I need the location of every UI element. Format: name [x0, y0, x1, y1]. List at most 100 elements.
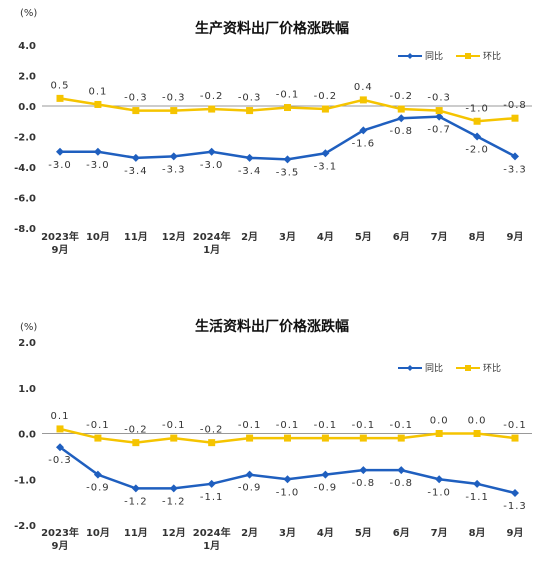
x-tick-label: 8月 [469, 231, 486, 243]
data-label: -0.1 [86, 420, 110, 431]
data-label: -3.0 [86, 160, 110, 171]
data-point-yoy [93, 470, 102, 479]
y-tick-label: 0.0 [18, 102, 36, 113]
legend-marker [407, 53, 413, 59]
consumer-goods-chart: 生活资料出厂价格涨跌幅 (%) 2.0 1.0 0.0 -1.0 -2.0 2023年 9月 10… [0, 282, 545, 564]
x-tick-label: 3月 [279, 231, 296, 243]
x-tick-label: 2月 [241, 231, 258, 243]
producer-goods-chart: 生产资料出厂价格涨跌幅 (%) 4.0 2.0 0.0 -2.0 -4.0 -6.0 -8.0 2… [14, 8, 532, 256]
data-label: 0.0 [468, 416, 487, 427]
data-point-yoy [56, 147, 64, 156]
data-label: -0.8 [389, 478, 413, 489]
data-point-mom [94, 100, 102, 108]
data-point-mom [473, 430, 481, 437]
data-label: -0.2 [389, 91, 413, 102]
x-tick-label: 6月 [393, 231, 410, 243]
data-point-yoy [473, 132, 482, 141]
x-tick-label: 7月 [431, 231, 448, 243]
data-point-mom [359, 434, 367, 442]
x-tick-label: 9月 [507, 231, 524, 243]
x-tick-label: 11月 [124, 231, 148, 243]
data-point-mom [246, 434, 254, 442]
data-point-mom [170, 107, 178, 115]
data-point-yoy [283, 155, 292, 164]
y-axis-unit: (%) [20, 8, 37, 19]
x-tick-label: 2月 [241, 527, 258, 539]
x-tick-label: 4月 [317, 231, 334, 243]
x-tick-label: 10月 [86, 527, 110, 539]
data-point-yoy [131, 153, 140, 162]
x-tick-label: 9月 [507, 527, 524, 539]
data-label: 0.4 [354, 82, 373, 93]
x-tick-label: 4月 [317, 527, 334, 539]
y-tick-label: 2.0 [18, 338, 36, 349]
data-point-yoy [169, 484, 178, 493]
data-point-mom [208, 439, 216, 447]
legend-label: 同比 [425, 50, 443, 62]
data-label: -1.1 [200, 492, 224, 503]
data-label: -0.3 [238, 93, 262, 104]
data-point-yoy [397, 114, 406, 123]
y-tick-label: -1.0 [14, 475, 36, 486]
legend-marker [465, 365, 471, 371]
series-line-yoy [60, 115, 516, 161]
data-label: -3.0 [48, 160, 72, 171]
data-label: -0.8 [389, 126, 413, 137]
data-point-mom [397, 105, 405, 113]
data-point-mom [94, 434, 102, 442]
data-label: -2.0 [465, 145, 489, 156]
data-label: -1.0 [276, 487, 300, 498]
data-point-mom [359, 96, 367, 104]
data-label: -1.2 [124, 496, 148, 507]
data-label: -3.0 [200, 160, 224, 171]
chart-title: 生产资料出厂价格涨跌幅 [195, 20, 349, 37]
data-label: -0.8 [352, 478, 376, 489]
data-point-mom [132, 439, 140, 447]
data-label: -3.4 [238, 166, 262, 177]
legend-label: 环比 [483, 362, 501, 374]
data-point-mom [435, 430, 443, 437]
data-point-mom [435, 107, 443, 115]
data-label: -3.4 [124, 166, 148, 177]
y-tick-label: -4.0 [14, 163, 36, 174]
data-label: -0.9 [86, 483, 110, 494]
x-tick-label: 2023年 9月 [41, 230, 79, 256]
y-tick-label: 1.0 [18, 384, 36, 395]
x-tick-label: 12月 [162, 527, 186, 539]
y-tick-label: -8.0 [14, 224, 36, 235]
data-point-mom [321, 434, 329, 442]
data-point-yoy [359, 126, 368, 135]
data-label: -0.3 [124, 93, 148, 104]
series-line-yoy [59, 446, 516, 495]
data-point-mom [170, 434, 178, 442]
data-label: -0.2 [200, 425, 224, 436]
data-point-yoy [473, 479, 482, 488]
data-point-yoy [207, 147, 216, 156]
data-label: -0.2 [124, 425, 148, 436]
data-label: -0.1 [276, 90, 300, 101]
data-label: -0.1 [352, 420, 376, 431]
legend: 同比 环比 [398, 50, 501, 62]
data-point-mom [511, 434, 519, 442]
data-point-mom [56, 94, 64, 102]
data-label: -0.1 [162, 420, 186, 431]
data-point-yoy [359, 466, 368, 475]
data-point-mom [511, 114, 519, 122]
data-label: -3.1 [314, 161, 338, 172]
data-point-mom [246, 107, 254, 115]
x-tick-label: 2024年 1月 [193, 526, 231, 552]
x-tick-label: 5月 [355, 231, 372, 243]
x-tick-label: 7月 [431, 527, 448, 539]
data-label: -0.1 [314, 420, 338, 431]
x-tick-label: 3月 [279, 527, 296, 539]
legend-label: 环比 [483, 50, 501, 62]
data-point-yoy [131, 484, 140, 493]
data-label: -0.3 [162, 93, 186, 104]
data-point-yoy [321, 470, 330, 479]
data-label: 0.1 [88, 86, 107, 97]
data-label: -0.9 [314, 483, 338, 494]
data-label: -0.1 [276, 420, 300, 431]
x-tick-label: 2024年 1月 [193, 230, 231, 256]
data-point-mom [284, 104, 291, 112]
x-tick-label: 10月 [86, 231, 110, 243]
